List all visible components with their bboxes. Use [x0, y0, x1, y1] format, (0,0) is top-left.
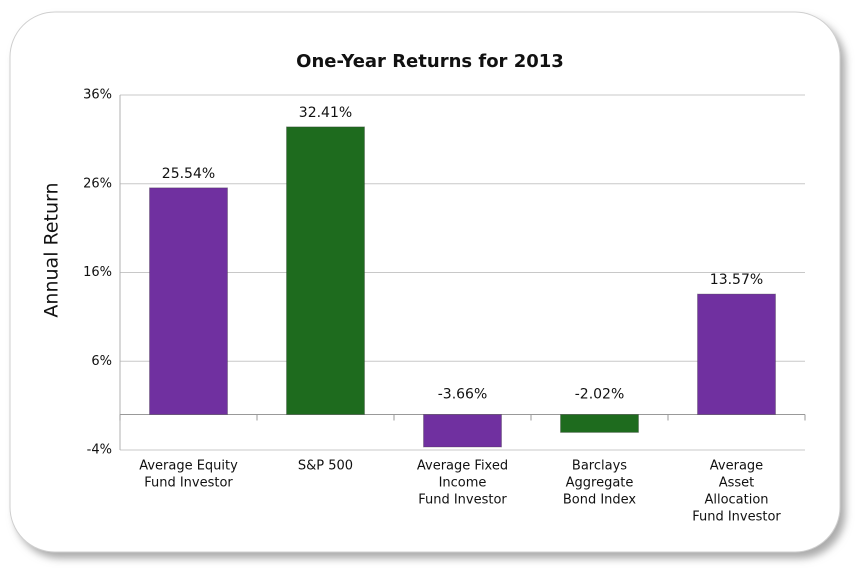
y-tick-label: 36% — [83, 88, 112, 103]
x-tick-label: Average Fixed — [417, 459, 508, 474]
data-label: 32.41% — [299, 105, 352, 121]
data-label: 13.57% — [710, 272, 763, 288]
x-tick-label: Allocation — [704, 493, 768, 508]
y-tick-label: -4% — [87, 443, 112, 458]
x-tick-label: Fund Investor — [144, 476, 233, 491]
y-tick-label: 16% — [83, 265, 112, 280]
x-tick-label: Average Equity — [139, 459, 238, 474]
bar — [423, 414, 502, 448]
chart-title: One-Year Returns for 2013 — [296, 51, 564, 72]
x-tick-label: Income — [439, 476, 487, 491]
data-label: -3.66% — [438, 387, 488, 403]
bar — [560, 414, 639, 433]
x-tick-label: Barclays — [572, 459, 627, 474]
bar — [697, 293, 776, 415]
x-tick-label: S&P 500 — [298, 459, 353, 474]
y-tick-label: 6% — [91, 354, 112, 369]
x-tick-label: Bond Index — [563, 493, 637, 508]
bar — [149, 187, 228, 415]
data-label: -2.02% — [575, 387, 625, 403]
data-label: 25.54% — [162, 166, 215, 182]
x-tick-label: Fund Investor — [692, 510, 781, 525]
bar — [286, 126, 365, 416]
x-tick-label: Fund Investor — [418, 493, 507, 508]
x-tick-label: Average — [710, 459, 763, 474]
y-axis-title: Annual Return — [41, 182, 63, 317]
x-tick-label: Asset — [719, 476, 755, 491]
y-tick-label: 26% — [83, 176, 112, 191]
x-tick-label: Aggregate — [566, 476, 634, 491]
